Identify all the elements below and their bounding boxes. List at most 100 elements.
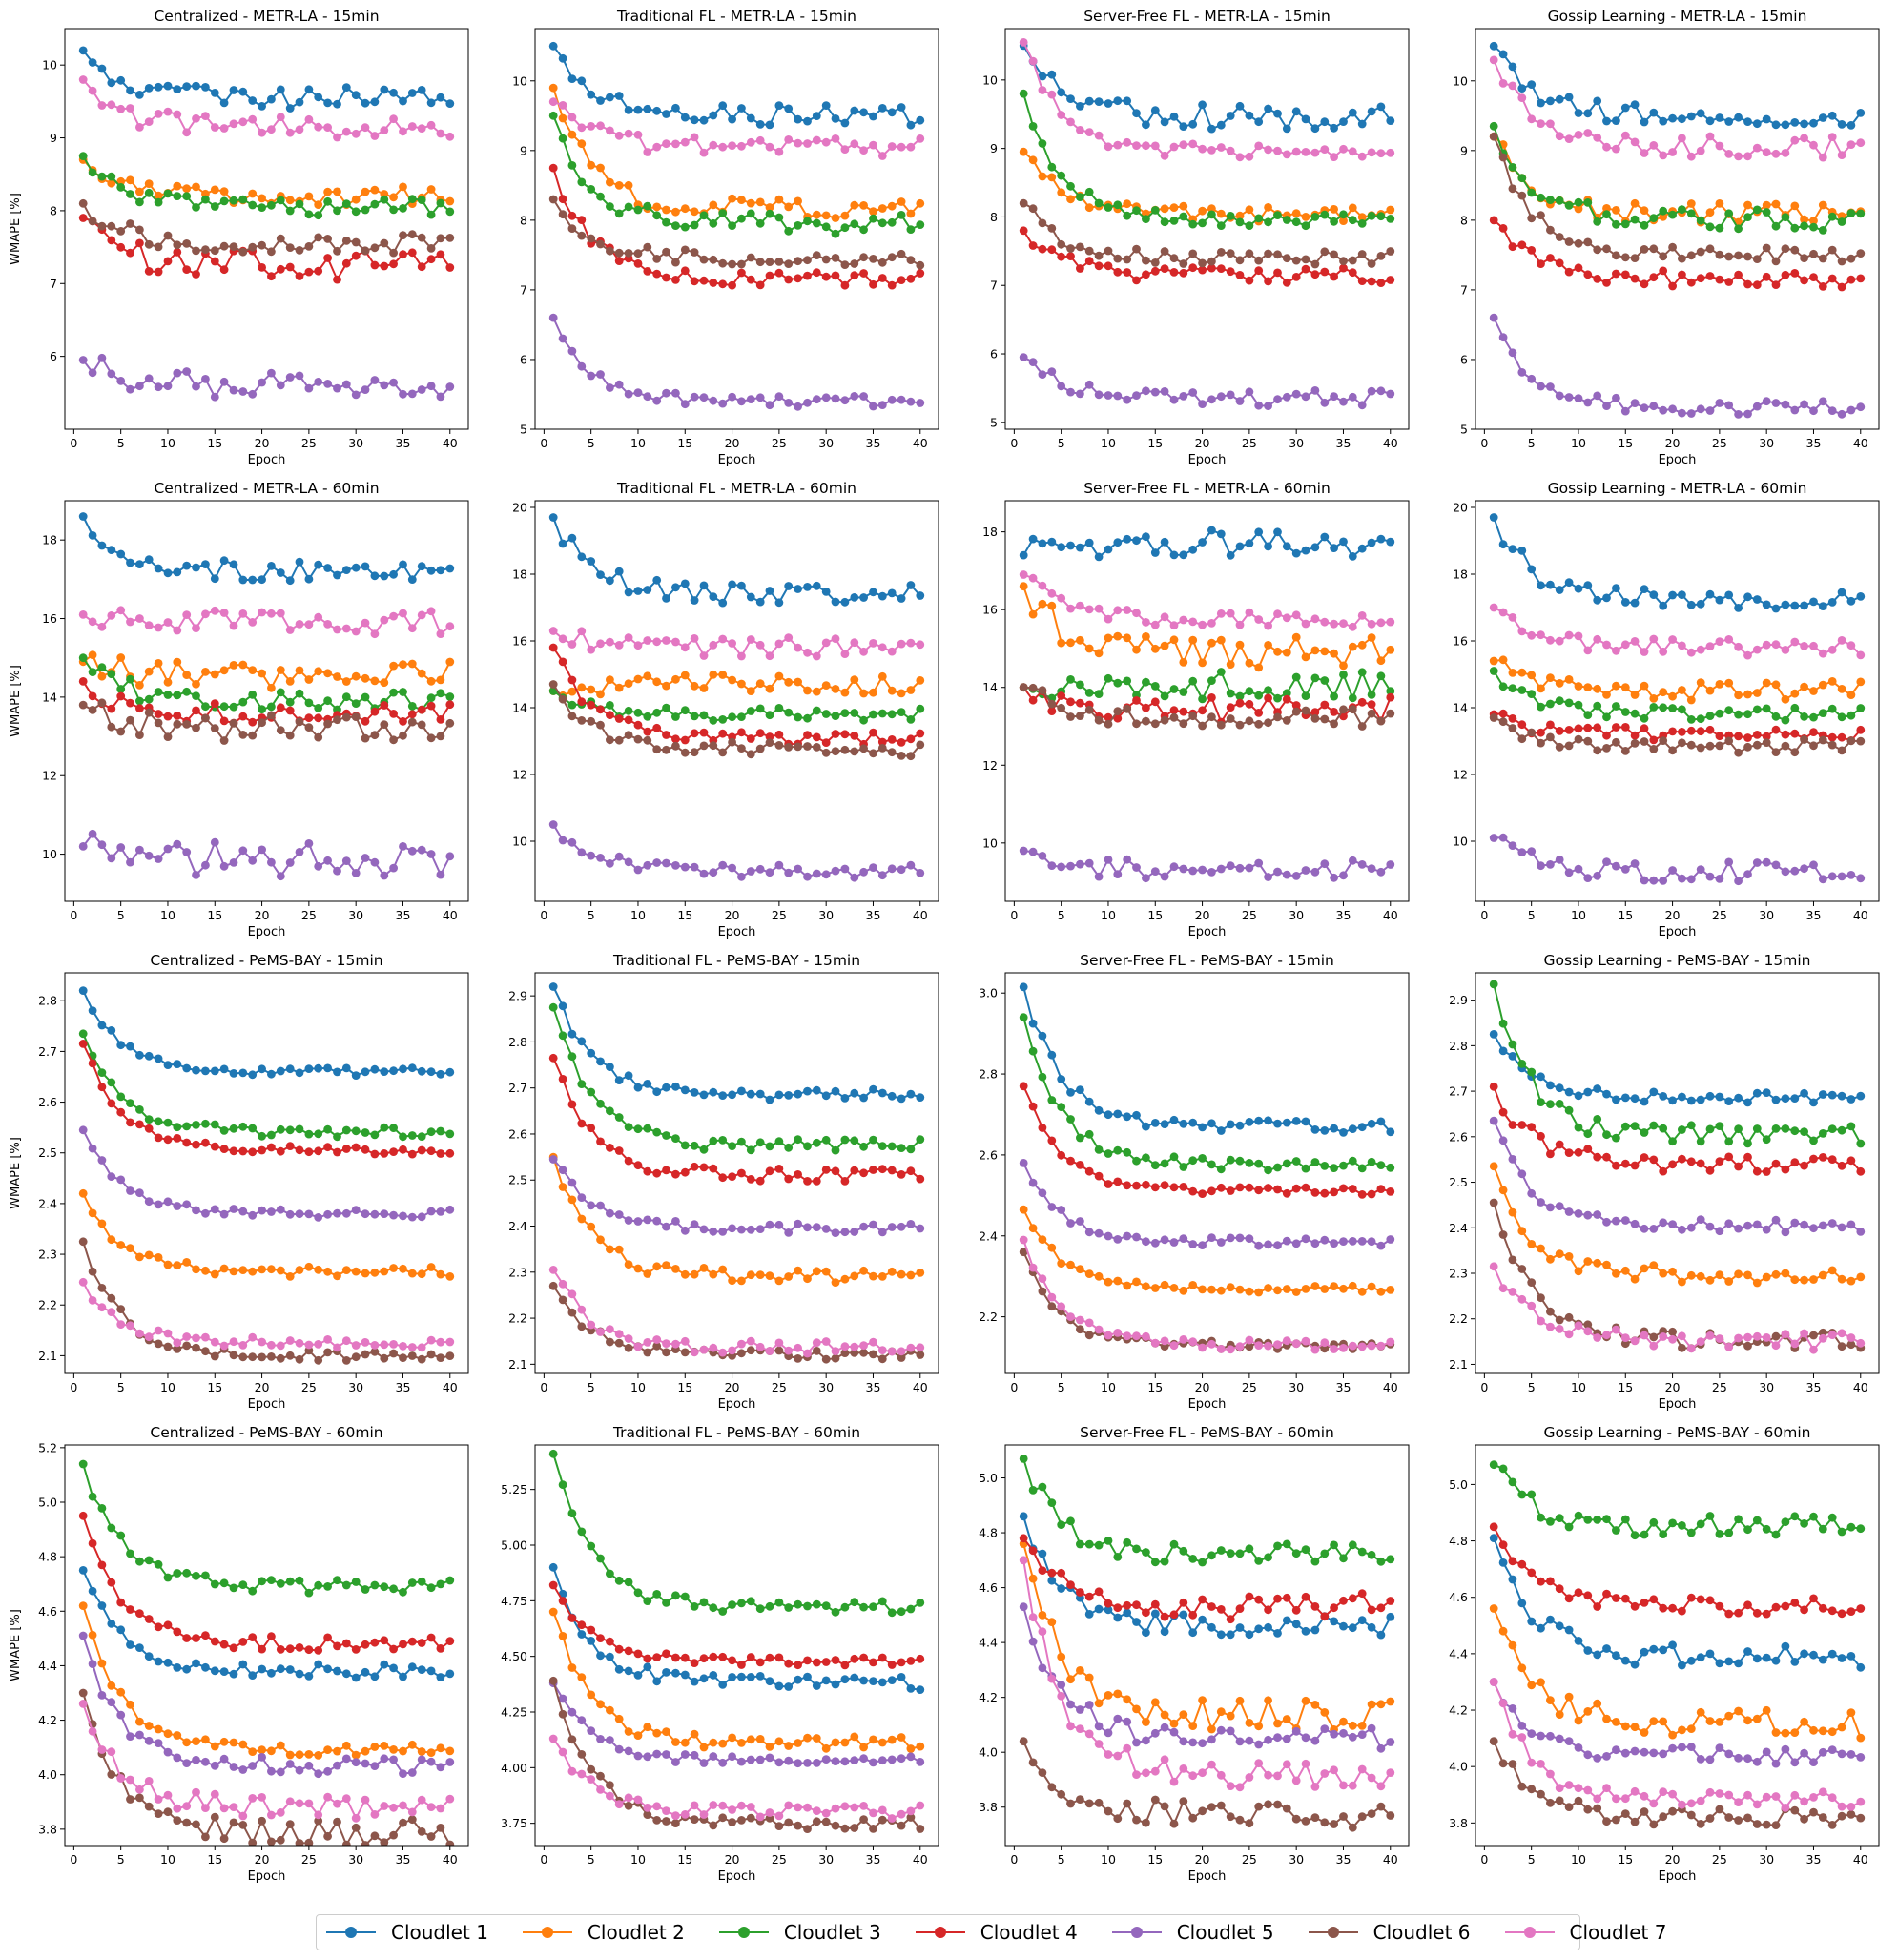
data-point xyxy=(126,857,134,867)
data-point xyxy=(709,1821,718,1830)
data-point xyxy=(238,1352,248,1362)
data-point xyxy=(1837,217,1846,226)
data-point xyxy=(1160,1181,1169,1189)
data-point xyxy=(229,1803,238,1811)
data-point xyxy=(577,1119,587,1128)
data-point xyxy=(1640,648,1649,656)
series-cloudlet-5 xyxy=(548,1679,925,1768)
x-tick-label: 0 xyxy=(1480,908,1488,922)
y-tick-label: 3.75 xyxy=(501,1816,527,1830)
data-point xyxy=(1837,685,1846,693)
y-tick-label: 2.7 xyxy=(1449,1084,1468,1099)
data-point xyxy=(1245,863,1254,873)
data-point xyxy=(1386,709,1395,718)
data-point xyxy=(699,393,709,402)
data-point xyxy=(116,1305,126,1313)
data-point xyxy=(1790,1339,1800,1349)
data-point xyxy=(1498,50,1508,59)
data-point xyxy=(859,1222,868,1231)
data-point xyxy=(1084,187,1094,196)
data-point xyxy=(840,1738,850,1747)
data-point xyxy=(399,1145,407,1154)
data-point xyxy=(407,248,417,258)
data-point xyxy=(1038,852,1047,860)
data-point xyxy=(351,1341,361,1350)
data-point xyxy=(276,113,285,122)
data-point xyxy=(1620,253,1630,262)
series-line xyxy=(1022,986,1392,1134)
data-point xyxy=(633,1588,643,1598)
data-point xyxy=(1066,541,1075,550)
data-point xyxy=(1574,584,1583,593)
data-point xyxy=(248,200,258,210)
data-point xyxy=(1574,734,1583,744)
data-point xyxy=(1207,1760,1216,1769)
data-point xyxy=(906,734,916,744)
data-point xyxy=(1330,1617,1338,1626)
data-point xyxy=(1188,1186,1198,1196)
data-point xyxy=(709,640,718,650)
data-point xyxy=(1179,1710,1188,1719)
data-point xyxy=(577,1750,587,1759)
data-point xyxy=(1555,1202,1564,1210)
data-point xyxy=(1498,1019,1508,1028)
data-point xyxy=(737,1757,746,1766)
data-point xyxy=(1357,277,1367,285)
data-point xyxy=(1846,120,1856,130)
axes-frame xyxy=(534,1444,939,1847)
series-line xyxy=(1022,45,1392,131)
data-point xyxy=(680,1336,690,1346)
data-point xyxy=(399,1064,407,1074)
data-point xyxy=(1771,1095,1781,1104)
data-point xyxy=(1527,374,1537,383)
series-cloudlet-3 xyxy=(548,1002,925,1155)
y-tick-label: 2.5 xyxy=(1449,1175,1468,1189)
data-point xyxy=(1386,1235,1395,1244)
data-point xyxy=(1686,199,1696,208)
data-point xyxy=(1066,712,1075,721)
data-point xyxy=(182,1664,192,1674)
data-point xyxy=(436,566,445,575)
data-point xyxy=(662,1817,670,1826)
data-point xyxy=(859,225,868,235)
data-point xyxy=(436,1269,445,1279)
data-point xyxy=(1226,703,1235,712)
series-line xyxy=(82,356,451,400)
data-point xyxy=(201,1332,210,1342)
data-point xyxy=(1649,735,1659,745)
data-point xyxy=(1659,1269,1668,1278)
data-point xyxy=(295,620,304,629)
data-point xyxy=(869,112,877,121)
data-point xyxy=(699,581,709,590)
data-point xyxy=(314,713,323,723)
data-point xyxy=(135,1252,144,1262)
data-point xyxy=(1696,645,1705,654)
data-point xyxy=(229,86,238,94)
data-point xyxy=(812,1177,821,1186)
data-point xyxy=(1376,1161,1386,1169)
series-line xyxy=(82,609,451,636)
data-point xyxy=(1705,686,1715,695)
data-point xyxy=(728,221,736,231)
data-point xyxy=(1508,184,1517,194)
data-point xyxy=(1301,1183,1310,1192)
data-point xyxy=(1376,1782,1386,1791)
data-point xyxy=(78,842,88,851)
data-point xyxy=(1301,1336,1310,1346)
data-point xyxy=(1047,1203,1057,1211)
data-point xyxy=(1330,619,1338,629)
data-point xyxy=(285,1351,295,1360)
data-point xyxy=(417,1827,426,1836)
series-cloudlet-2 xyxy=(1019,582,1395,672)
data-point xyxy=(877,1142,887,1150)
data-point xyxy=(219,1737,229,1746)
data-point xyxy=(614,1210,624,1219)
data-point xyxy=(1640,1097,1649,1106)
data-point xyxy=(614,248,624,258)
data-point xyxy=(1188,676,1198,686)
data-point xyxy=(840,1274,850,1284)
data-point xyxy=(1630,691,1640,699)
series-line xyxy=(82,657,451,712)
x-tick-label: 0 xyxy=(1480,1852,1488,1867)
